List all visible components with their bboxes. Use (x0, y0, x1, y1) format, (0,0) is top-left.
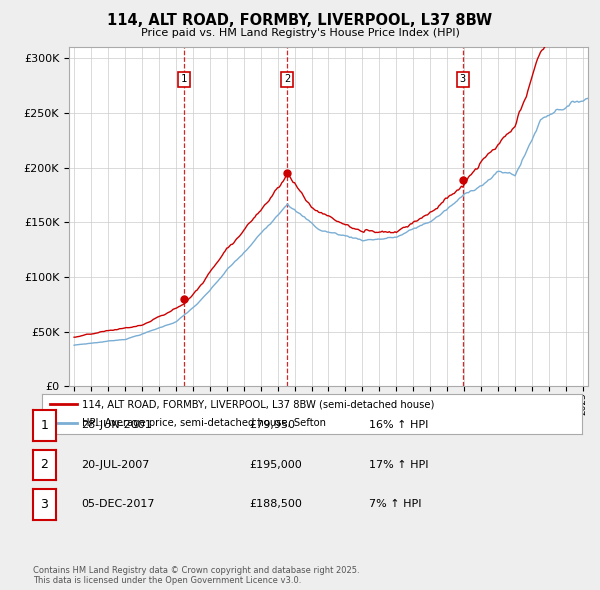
Text: HPI: Average price, semi-detached house, Sefton: HPI: Average price, semi-detached house,… (83, 418, 326, 428)
Text: Price paid vs. HM Land Registry's House Price Index (HPI): Price paid vs. HM Land Registry's House … (140, 28, 460, 38)
Text: 1: 1 (181, 74, 187, 84)
Text: 3: 3 (40, 498, 49, 511)
Text: 7% ↑ HPI: 7% ↑ HPI (369, 500, 421, 509)
Text: 28-JUN-2001: 28-JUN-2001 (81, 421, 152, 430)
Text: 20-JUL-2007: 20-JUL-2007 (81, 460, 149, 470)
Text: £79,950: £79,950 (249, 421, 295, 430)
Text: 17% ↑ HPI: 17% ↑ HPI (369, 460, 428, 470)
Text: 114, ALT ROAD, FORMBY, LIVERPOOL, L37 8BW (semi-detached house): 114, ALT ROAD, FORMBY, LIVERPOOL, L37 8B… (83, 399, 435, 409)
Text: 1: 1 (40, 419, 49, 432)
Text: 3: 3 (460, 74, 466, 84)
Text: 2: 2 (40, 458, 49, 471)
Text: 05-DEC-2017: 05-DEC-2017 (81, 500, 155, 509)
Text: 16% ↑ HPI: 16% ↑ HPI (369, 421, 428, 430)
Text: 2: 2 (284, 74, 290, 84)
Text: 114, ALT ROAD, FORMBY, LIVERPOOL, L37 8BW: 114, ALT ROAD, FORMBY, LIVERPOOL, L37 8B… (107, 13, 493, 28)
Text: Contains HM Land Registry data © Crown copyright and database right 2025.
This d: Contains HM Land Registry data © Crown c… (33, 566, 359, 585)
Text: £195,000: £195,000 (249, 460, 302, 470)
Text: £188,500: £188,500 (249, 500, 302, 509)
